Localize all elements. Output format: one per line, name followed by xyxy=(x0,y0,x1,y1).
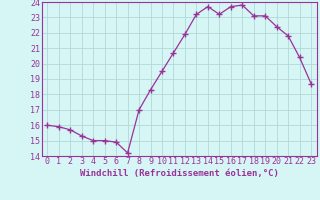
X-axis label: Windchill (Refroidissement éolien,°C): Windchill (Refroidissement éolien,°C) xyxy=(80,169,279,178)
